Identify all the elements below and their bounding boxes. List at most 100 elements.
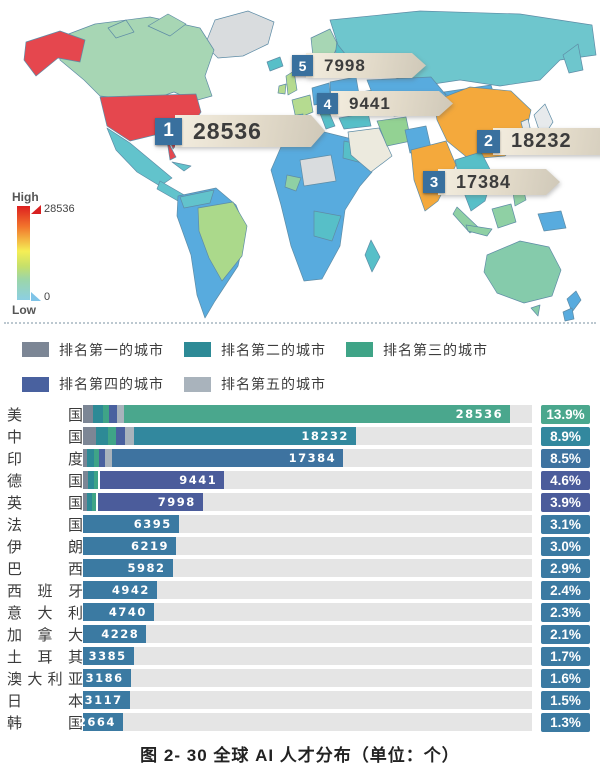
country-label: 澳大利亚	[7, 670, 83, 688]
bar-track: 17384	[83, 449, 532, 467]
map-arctic-island	[147, 13, 187, 37]
city-rank-segment	[99, 449, 105, 467]
percent-badge: 3.1%	[541, 514, 590, 534]
bar-value-label: 28536	[455, 407, 504, 421]
percent-column: 2.1%	[532, 624, 596, 644]
bar-row: 印度 17384 8.5%	[0, 448, 600, 468]
legend-swatch-rank5	[184, 376, 211, 392]
rank-4-value-ribbon: 9441	[331, 91, 453, 116]
gradient-bar	[17, 206, 30, 300]
bar-remainder: 17384	[112, 449, 344, 467]
map-arctic-island	[107, 19, 135, 39]
bar-track: 3385	[83, 647, 532, 665]
percent-column: 1.7%	[532, 646, 596, 666]
figure-caption: 图 2- 30 全球 AI 人才分布（单位：个）	[140, 746, 460, 765]
legend-label-rank1: 排名第一的城市	[59, 341, 164, 358]
map-africa-patch	[313, 210, 342, 242]
percent-badge: 2.1%	[541, 624, 590, 644]
percent-column: 3.1%	[532, 514, 596, 534]
bar-row: 伊朗 6219 3.0%	[0, 536, 600, 556]
bar-value-label: 6395	[133, 517, 172, 531]
gradient-bar-wrap: 28536 0	[17, 203, 77, 303]
city-rank-segment	[96, 493, 98, 511]
stacked-bar: 5982	[83, 559, 173, 577]
percent-badge: 1.3%	[541, 712, 590, 732]
percent-column: 13.9%	[532, 404, 596, 424]
city-rank-legend: 排名第一的城市 排名第二的城市 排名第三的城市 排名第四的城市 排名第五的城市	[0, 326, 600, 396]
city-rank-segment	[94, 471, 98, 489]
map-new-guinea	[537, 210, 567, 232]
country-label: 伊朗	[7, 538, 83, 556]
map-iceland	[266, 56, 284, 72]
world-map-section: High 28536 0 Low 1 28536 2 18232 3 17384…	[0, 0, 600, 326]
gradient-max-arrow-icon	[31, 205, 41, 214]
bar-value-label: 9441	[179, 473, 218, 487]
bar-row: 意大利 4740 2.3%	[0, 602, 600, 622]
percent-column: 8.9%	[532, 426, 596, 446]
stacked-bar: 9441	[83, 471, 225, 489]
map-greenland	[204, 10, 275, 59]
city-rank-segment	[83, 471, 88, 489]
legend-swatch-rank2	[184, 342, 211, 358]
percent-badge: 2.9%	[541, 558, 590, 578]
rank-1-value-ribbon: 28536	[175, 115, 325, 147]
map-ireland	[277, 83, 287, 95]
rank-5-value-ribbon: 7998	[306, 53, 426, 78]
percent-badge: 3.0%	[541, 536, 590, 556]
map-kamchatka	[562, 43, 584, 74]
bar-remainder: 3385	[83, 647, 134, 665]
bar-value-label: 7998	[157, 495, 196, 509]
bar-remainder: 4942	[83, 581, 157, 599]
callout-rank-5: 5 7998	[292, 53, 426, 78]
percent-badge: 1.6%	[541, 668, 590, 688]
bar-track: 18232	[83, 427, 532, 445]
bar-row: 美国 28536 13.9%	[0, 404, 600, 424]
map-uk	[285, 70, 298, 96]
bar-row: 德国 9441 4.6%	[0, 470, 600, 490]
map-java	[465, 224, 493, 237]
rank-2-value-ribbon: 18232	[493, 128, 600, 155]
stacked-bar: 6395	[83, 515, 179, 533]
bar-row: 中国 18232 8.9%	[0, 426, 600, 446]
gradient-max-value: 28536	[44, 203, 75, 215]
percent-column: 1.5%	[532, 690, 596, 710]
city-rank-segment	[83, 427, 96, 445]
city-rank-segment	[98, 471, 100, 489]
stacked-bar: 4228	[83, 625, 147, 643]
percent-badge: 4.6%	[541, 470, 590, 490]
bar-row: 加拿大 4228 2.1%	[0, 624, 600, 644]
country-label: 法国	[7, 516, 83, 534]
gradient-high-label: High	[12, 190, 39, 204]
bar-row: 土耳其 3385 1.7%	[0, 646, 600, 666]
map-africa-patch	[284, 174, 302, 192]
rank-5-badge: 5	[292, 55, 313, 76]
stacked-bar: 6219	[83, 537, 177, 555]
city-rank-segment	[103, 405, 109, 423]
bar-value-label: 3385	[88, 649, 127, 663]
gradient-scale: High 28536 0 Low	[10, 190, 90, 317]
percent-badge: 13.9%	[541, 404, 590, 424]
stacked-bar: 17384	[83, 449, 344, 467]
stacked-bar: 4740	[83, 603, 154, 621]
bar-row: 韩国 2664 1.3%	[0, 712, 600, 732]
map-new-zealand	[562, 307, 575, 322]
bar-row: 巴西 5982 2.9%	[0, 558, 600, 578]
world-map	[23, 10, 597, 322]
percent-column: 2.4%	[532, 580, 596, 600]
dotted-divider	[4, 322, 596, 324]
bar-track: 5982	[83, 559, 532, 577]
map-tasmania	[530, 304, 541, 317]
bar-row: 英国 7998 3.9%	[0, 492, 600, 512]
stacked-bar: 2664	[78, 713, 123, 731]
rank-4-badge: 4	[317, 93, 338, 114]
country-label: 德国	[7, 472, 83, 490]
percent-column: 8.5%	[532, 448, 596, 468]
bar-track: 4942	[83, 581, 532, 599]
bar-value-label: 4740	[108, 605, 147, 619]
country-label: 中国	[7, 428, 83, 446]
bar-row: 日本 3117 1.5%	[0, 690, 600, 710]
map-cuba	[171, 161, 192, 172]
stacked-bar: 3385	[83, 647, 134, 665]
legend-item-rank4: 排名第四的城市	[22, 373, 184, 397]
map-madagascar	[364, 239, 381, 273]
